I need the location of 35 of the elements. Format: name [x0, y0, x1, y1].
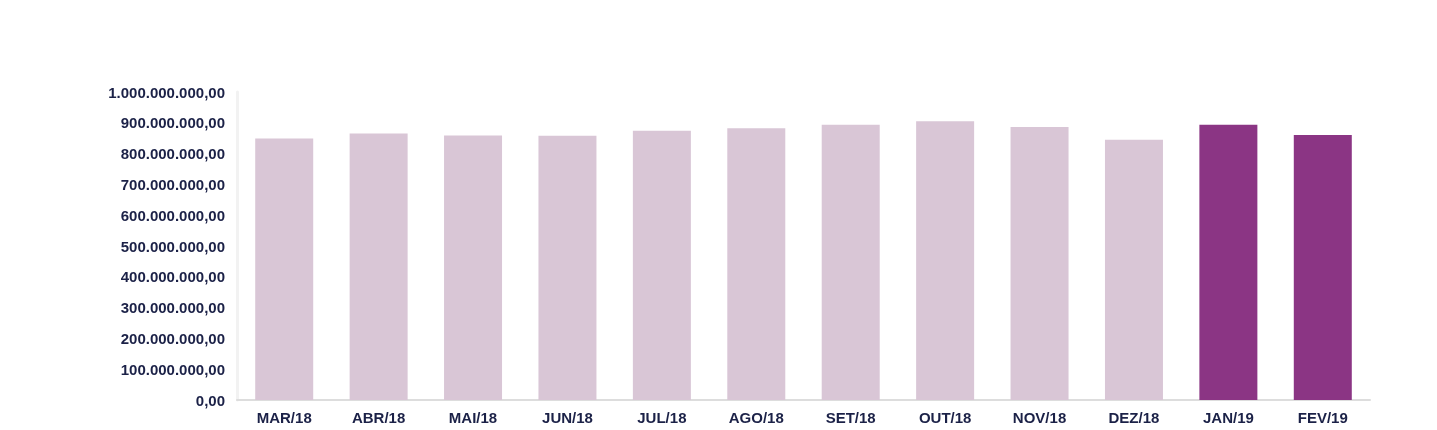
bar	[632, 130, 691, 400]
bar	[916, 121, 975, 400]
y-tick-label: 800.000.000,00	[120, 145, 225, 163]
bar	[1104, 139, 1163, 400]
bar	[1199, 124, 1258, 400]
bar	[821, 124, 880, 400]
y-tick-label: 400.000.000,00	[120, 268, 225, 286]
bar	[1293, 135, 1352, 400]
bar	[1010, 127, 1069, 400]
x-tick-label: MAI/18	[448, 409, 498, 426]
bar	[538, 135, 597, 400]
y-tick-label: 200.000.000,00	[120, 329, 225, 347]
y-tick-label: 700.000.000,00	[120, 175, 225, 193]
x-tick-label: DEZ/18	[1108, 409, 1160, 426]
x-tick-label: NOV/18	[1012, 409, 1067, 426]
y-tick-label: 500.000.000,00	[120, 237, 225, 255]
x-tick-label: AGO/18	[728, 409, 784, 426]
y-tick-label: 1.000.000.000,00	[108, 83, 225, 101]
bar	[444, 135, 503, 400]
bar	[255, 138, 314, 400]
x-tick-label: SET/18	[825, 409, 876, 426]
y-tick-label: 900.000.000,00	[120, 114, 225, 132]
y-tick-label: 100.000.000,00	[120, 360, 225, 378]
bar	[727, 128, 786, 400]
x-tick-label: JUN/18	[542, 409, 593, 426]
x-tick-label: JUL/18	[637, 409, 687, 426]
x-tick-label: FEV/19	[1297, 409, 1348, 426]
x-tick-label: OUT/18	[918, 409, 972, 426]
bar	[349, 133, 408, 400]
y-tick-label: 300.000.000,00	[120, 299, 225, 317]
y-tick-label: 600.000.000,00	[120, 206, 225, 224]
x-tick-label: JAN/19	[1202, 409, 1254, 426]
x-tick-label: MAR/18	[256, 409, 312, 426]
y-tick-label: 0,00	[195, 391, 225, 409]
x-tick-label: ABR/18	[351, 409, 406, 426]
